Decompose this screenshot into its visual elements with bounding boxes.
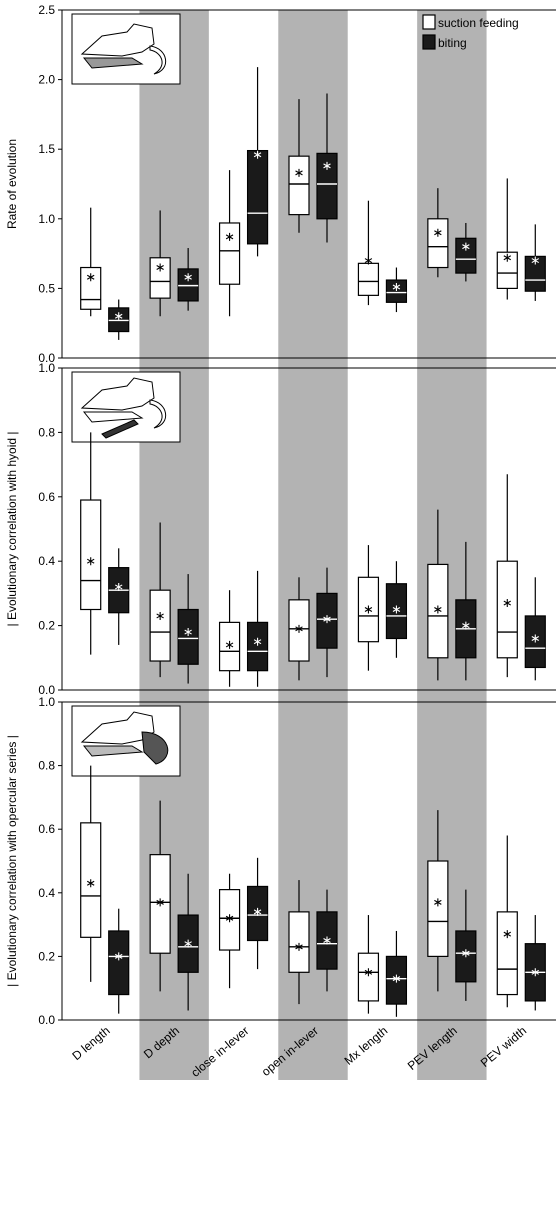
- box: [358, 953, 378, 1001]
- y-tick-label: 0.2: [38, 949, 55, 963]
- box: [289, 156, 309, 214]
- box: [248, 622, 268, 670]
- box: [220, 223, 240, 284]
- y-tick-label: 0.8: [38, 425, 55, 439]
- y-tick-label: 0.8: [38, 759, 55, 773]
- skull-icon: [72, 14, 180, 84]
- box: [497, 561, 517, 658]
- box: [248, 151, 268, 244]
- y-tick-label: 2.0: [38, 73, 55, 87]
- box: [358, 263, 378, 295]
- y-tick-label: 0.2: [38, 619, 55, 633]
- skull-icon: [72, 706, 180, 776]
- box: [497, 912, 517, 995]
- skull-icon: [72, 372, 180, 442]
- box: [428, 861, 448, 956]
- box: [178, 610, 198, 665]
- y-tick-label: 1.5: [38, 142, 55, 156]
- x-tick-label: Mx length: [341, 1024, 390, 1068]
- box: [109, 931, 129, 995]
- page: {"chart_data": [ {"type": "box", "ylabel…: [0, 0, 556, 1202]
- y-tick-label: 0.4: [38, 554, 55, 568]
- y-tick-label: 0.4: [38, 886, 55, 900]
- legend-swatch: [423, 35, 435, 49]
- y-tick-label: 0.6: [38, 490, 55, 504]
- y-tick-label: 1.0: [38, 695, 55, 709]
- legend-swatch: [423, 15, 435, 29]
- legend-label: suction feeding: [438, 16, 519, 30]
- box: [428, 219, 448, 268]
- y-tick-label: 2.5: [38, 3, 55, 17]
- y-axis-label: | Evolutionary correlation with hyoid |: [5, 432, 19, 627]
- x-tick-label: D length: [69, 1024, 112, 1063]
- y-axis-label: Rate of evolution: [5, 139, 19, 229]
- y-tick-label: 0.6: [38, 822, 55, 836]
- legend-label: biting: [438, 36, 467, 50]
- box: [289, 912, 309, 972]
- y-tick-label: 1.0: [38, 212, 55, 226]
- y-tick-label: 1.0: [38, 361, 55, 375]
- y-axis-label: | Evolutionary correlation with opercula…: [5, 735, 19, 987]
- box: [150, 590, 170, 661]
- figure: 0.0 0.5 1.0 1.5 2.0 2.5 Rate of evolution sucti…: [0, 0, 556, 1202]
- box: [81, 500, 101, 609]
- y-tick-label: 0.0: [38, 1013, 55, 1027]
- y-tick-label: 0.5: [38, 281, 55, 295]
